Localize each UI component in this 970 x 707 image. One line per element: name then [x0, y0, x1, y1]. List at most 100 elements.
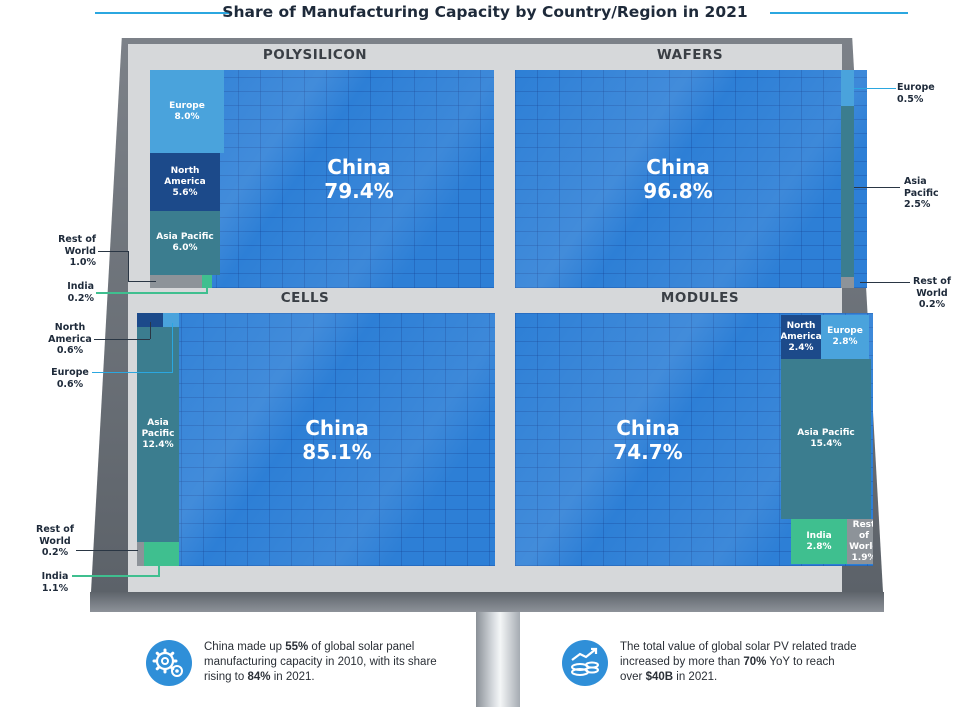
wafers-europe-cell	[841, 70, 854, 106]
polysilicon-title: POLYSILICON	[262, 47, 368, 63]
modules-asia-pacific-cell: Asia Pacific 15.4%	[781, 359, 871, 519]
modules-india-cell: India 2.8%	[791, 519, 847, 564]
cells-china-cell: China 85.1%	[179, 313, 495, 566]
wafers-asia-pacific-value: 2.5%	[904, 199, 931, 210]
footnote-right-text: The total value of global solar PV relat…	[620, 640, 860, 685]
cells-china-name: China	[305, 415, 369, 440]
polysilicon-asia-pacific-name: Asia Pacific	[156, 232, 214, 242]
polysilicon-america-label: America	[164, 176, 206, 187]
cells-india-leader-v	[158, 563, 160, 577]
wafers-rest-leader	[860, 282, 910, 283]
cells-europe-cell	[163, 313, 179, 327]
cells-america-label: America	[48, 333, 92, 345]
cells-asia-label: Asia	[147, 418, 169, 428]
cells-pacific-label: Pacific	[141, 429, 175, 439]
footnote-right-t2: YoY to reach over	[620, 656, 835, 683]
cells-china-value: 85.1%	[302, 439, 372, 464]
cells-rest-of-world-cell	[137, 542, 144, 566]
polysilicon-rest-of-world-cell	[150, 275, 202, 288]
modules-india-name: India	[806, 530, 832, 541]
wafers-asia-pacific-leader	[854, 187, 900, 188]
chart-title: Share of Manufacturing Capacity by Count…	[222, 3, 748, 21]
polysilicon-panel: China 79.4% Europe 8.0% North America 5.…	[150, 70, 494, 288]
polysilicon-asia-pacific-value: 6.0%	[172, 243, 198, 253]
money-growth-icon	[562, 640, 608, 686]
cells-india-leader-h	[72, 575, 160, 577]
wafers-china-value: 96.8%	[643, 179, 713, 203]
cells-world-label: World	[39, 535, 71, 547]
modules-north-label: North	[786, 320, 816, 331]
cells-europe-leader-v	[172, 323, 173, 373]
modules-north-america-value: 2.4%	[788, 342, 814, 353]
polysilicon-india-leader-h	[96, 292, 206, 294]
cells-india-name: India	[41, 571, 69, 582]
modules-china-value: 74.7%	[613, 439, 683, 464]
wafers-rest-of-label: Rest of	[913, 276, 951, 287]
polysilicon-india-cell	[202, 275, 212, 288]
cells-north-america-cell	[137, 313, 163, 327]
cells-rest-leader	[76, 550, 138, 551]
cells-north-america-label: North America 0.6%	[46, 322, 94, 357]
polysilicon-china-value: 79.4%	[324, 179, 394, 203]
wafers-pacific-label: Pacific	[904, 187, 939, 199]
modules-title: MODULES	[660, 290, 740, 306]
cells-india-cell	[144, 542, 179, 566]
modules-china-cell: China 74.7%	[515, 313, 781, 566]
cells-north-label: North	[54, 322, 86, 333]
polysilicon-rest-leader-end	[128, 281, 156, 282]
wafers-europe-label: Europe 0.5%	[897, 82, 935, 105]
polysilicon-rest-of-world-label: Rest of World 1.0%	[56, 234, 96, 269]
wafers-rest-of-world-value: 0.2%	[918, 299, 946, 310]
cells-europe-label: Europe 0.6%	[50, 367, 90, 390]
polysilicon-china-cell: China 79.4%	[224, 70, 494, 288]
wafers-asia-pacific-label: Asia Pacific 2.5%	[904, 176, 939, 211]
wafers-china-name: China	[646, 155, 710, 179]
polysilicon-europe-cell: Europe 8.0%	[150, 70, 224, 153]
cells-europe-leader-h	[92, 372, 172, 373]
title-rule-right	[770, 12, 908, 14]
polysilicon-rest-leader-v	[128, 251, 129, 281]
title-rule-left	[95, 12, 232, 14]
modules-rest-of-world-value: 1.9%	[851, 552, 873, 563]
polysilicon-north-america-value: 5.6%	[172, 187, 198, 198]
polysilicon-world-label: World	[64, 245, 96, 257]
cells-rest-of-label: Rest of	[36, 524, 74, 535]
gears-icon	[146, 640, 192, 686]
cells-asia-pacific-value: 12.4%	[142, 440, 174, 450]
footnote-left-t3: in 2021.	[270, 671, 315, 683]
footnote-left-text: China made up 55% of global solar panel …	[204, 640, 444, 685]
title-bar: Share of Manufacturing Capacity by Count…	[0, 0, 970, 28]
modules-rest-of-label: Rest of	[852, 519, 873, 541]
footnote-left-t2: of global solar panel manufacturing capa…	[204, 641, 437, 683]
wafers-rest-of-world-cell	[841, 277, 854, 288]
footnote-right-b2: $40B	[645, 671, 674, 683]
polysilicon-india-leader-v	[206, 284, 208, 294]
cells-europe-name: Europe	[51, 367, 89, 378]
cells-india-label: India 1.1%	[40, 571, 70, 594]
cells-title: CELLS	[280, 290, 330, 306]
wafers-europe-leader	[854, 88, 896, 89]
polysilicon-china-name: China	[327, 155, 391, 179]
footnote-right-t3: in 2021.	[673, 671, 718, 683]
modules-europe-name: Europe	[827, 326, 863, 336]
modules-europe-value: 2.8%	[832, 337, 858, 347]
wafers-rest-of-world-label: Rest of World 0.2%	[912, 276, 952, 311]
polysilicon-asia-pacific-cell: Asia Pacific 6.0%	[150, 211, 220, 275]
cells-europe-value: 0.6%	[56, 378, 84, 390]
modules-china-name: China	[616, 415, 680, 440]
wafers-europe-value: 0.5%	[897, 93, 924, 105]
modules-north-america-cell: North America 2.4%	[781, 315, 821, 359]
cells-north-america-value: 0.6%	[56, 345, 84, 356]
cells-rest-of-world-value: 0.2%	[41, 547, 69, 558]
modules-india-value: 2.8%	[806, 541, 832, 552]
modules-panel: China 74.7% North America 2.4% Europe 2.…	[515, 313, 873, 566]
wafers-panel: China 96.8%	[515, 70, 867, 288]
wafers-asia-label: Asia	[904, 176, 927, 187]
cells-rest-of-world-label: Rest of World 0.2%	[34, 524, 76, 559]
cells-india-value: 1.1%	[41, 582, 69, 594]
polysilicon-rest-of-label: Rest of	[58, 234, 96, 245]
cells-north-america-leader-h	[94, 339, 150, 340]
polysilicon-rest-of-world-value: 1.0%	[69, 257, 96, 268]
billboard-frame-edge	[90, 592, 884, 612]
footnote-left-t1: China made up	[204, 641, 286, 653]
